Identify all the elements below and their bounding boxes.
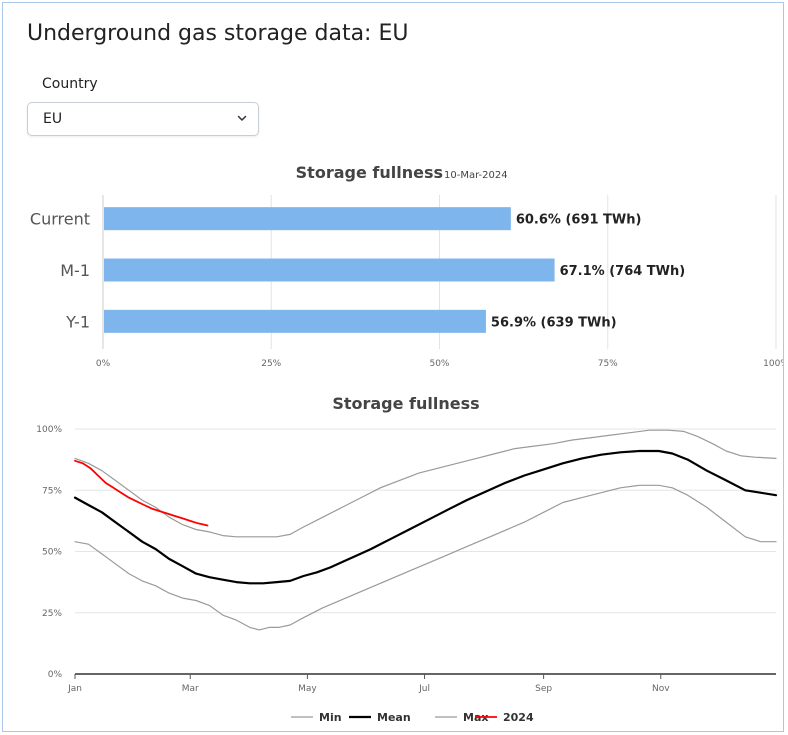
bar-category-label: M-1 bbox=[60, 261, 90, 280]
line-ytick-label: 25% bbox=[42, 609, 62, 619]
line-ytick-label: 100% bbox=[36, 425, 62, 435]
country-label: Country bbox=[42, 76, 98, 92]
bar-xtick-label: 50% bbox=[429, 359, 449, 369]
storage-fullness-line-chart: Storage fullness 0% 25% 50% 75% 100% Jan Mar May… bbox=[36, 394, 778, 724]
bar-data-label: 60.6% (691 TWh) bbox=[516, 213, 642, 228]
line-ytick-label: 0% bbox=[48, 670, 63, 680]
legend-label-min: Min bbox=[319, 711, 342, 724]
bar-data-label: 67.1% (764 TWh) bbox=[560, 264, 686, 279]
line-chart-title: Storage fullness bbox=[332, 394, 479, 413]
bar-y-1 bbox=[104, 309, 486, 333]
line-xtick-label: Jul bbox=[418, 684, 430, 694]
bar-m-1 bbox=[104, 258, 555, 282]
line-xtick-label: Mar bbox=[182, 684, 199, 694]
line-ytick-label: 50% bbox=[42, 548, 62, 558]
bar-xtick-label: 75% bbox=[598, 359, 618, 369]
page-title: Underground gas storage data: EU bbox=[27, 21, 409, 46]
line-xtick-label: Nov bbox=[652, 684, 670, 694]
bar-chart-title: Storage fullness bbox=[296, 163, 443, 182]
line-xtick-label: Jan bbox=[67, 684, 82, 694]
bar-chart-subtitle: 10-Mar-2024 bbox=[444, 170, 508, 181]
country-select[interactable]: EU bbox=[27, 102, 259, 136]
series-line-mean bbox=[73, 449, 778, 585]
bar-current bbox=[104, 207, 511, 231]
series-line-2024 bbox=[74, 459, 209, 527]
bar-xtick-label: 25% bbox=[261, 359, 281, 369]
line-ytick-label: 75% bbox=[42, 486, 62, 496]
bar-category-label: Y-1 bbox=[65, 312, 90, 331]
chevron-down-icon bbox=[237, 115, 247, 121]
line-xtick-label: May bbox=[298, 684, 317, 694]
series-line-min bbox=[74, 484, 777, 631]
series-line-max bbox=[74, 429, 777, 538]
legend-label-2024: 2024 bbox=[503, 711, 534, 724]
bar-xtick-label: 100% bbox=[763, 359, 783, 369]
bar-category-label: Current bbox=[30, 210, 90, 229]
bar-data-label: 56.9% (639 TWh) bbox=[491, 315, 617, 330]
line-xtick-label: Sep bbox=[535, 684, 552, 694]
country-select-value: EU bbox=[43, 111, 63, 127]
storage-fullness-bar-chart: Storage fullness 10-Mar-2024 0% 25% 50% 75% 10… bbox=[30, 163, 783, 369]
bar-xtick-label: 0% bbox=[96, 359, 111, 369]
legend-label-mean: Mean bbox=[377, 711, 411, 724]
